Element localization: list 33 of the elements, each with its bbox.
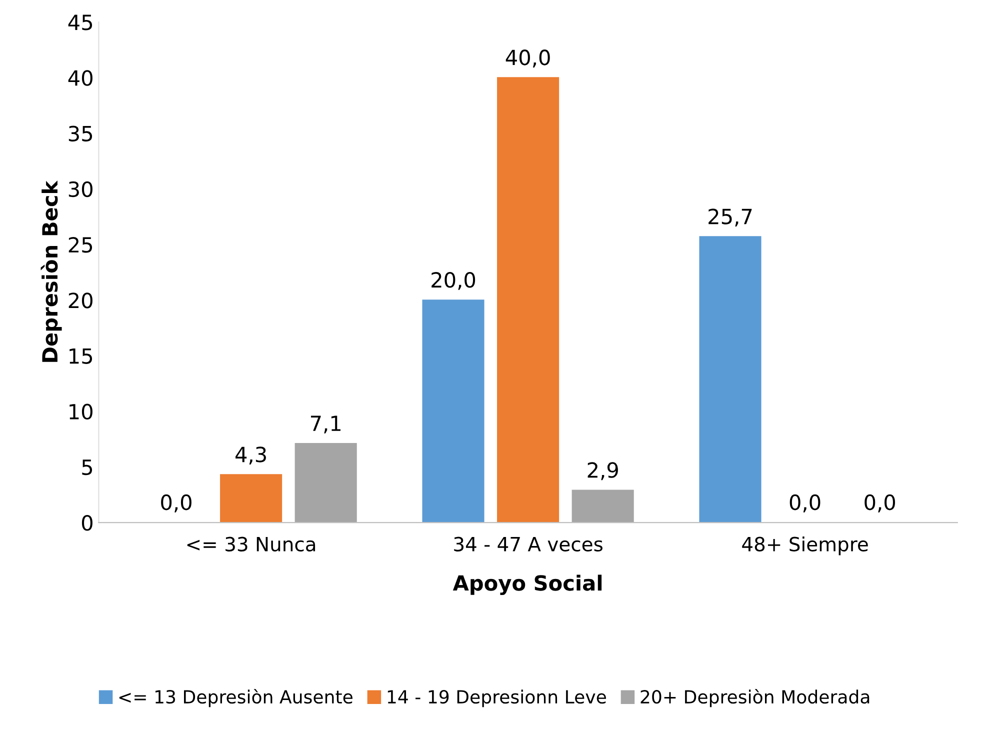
bar [572, 490, 634, 523]
bar [422, 300, 484, 523]
y-tick-label: 20 [68, 292, 92, 308]
bar [220, 474, 282, 523]
data-label: 7,1 [310, 416, 340, 434]
data-label: 0,0 [864, 494, 896, 512]
y-tick-label: 10 [70, 404, 92, 420]
y-tick-label: 15 [70, 348, 92, 364]
bar [497, 77, 560, 523]
data-label: 25,7 [708, 208, 752, 226]
data-label: 2,9 [588, 462, 618, 480]
data-label: 4,3 [236, 446, 266, 464]
y-tick-label: 40 [68, 70, 92, 86]
data-label: 0,0 [161, 494, 192, 512]
legend-label: 14 - 19 Depresionn Leve [388, 690, 606, 708]
legend-label: 20+ Depresiòn Moderada [640, 688, 870, 708]
y-tick-label: 35 [68, 126, 92, 142]
y-tick-label: 5 [82, 460, 92, 476]
y-axis-title: Depresiòn Beck [40, 180, 62, 362]
x-tick-label: 34 - 47 A veces [454, 536, 602, 552]
data-label: 0,0 [790, 494, 820, 512]
bar [294, 443, 357, 523]
legend-label: <= 13 Depresiòn Ausente [119, 688, 352, 708]
x-axis-title: Apoyo Social [452, 574, 602, 596]
data-label: 20,0 [432, 272, 476, 290]
y-tick-label: 0 [82, 515, 92, 531]
y-tick-label: 25 [68, 236, 92, 253]
y-tick-label: 30 [68, 181, 92, 198]
x-tick-label: 48+ Siempre [742, 536, 868, 556]
data-label: 40,0 [506, 50, 550, 68]
x-tick-label: <= 33 Nunca [187, 536, 316, 552]
y-tick-label: 45 [68, 14, 92, 30]
bar [699, 236, 762, 523]
